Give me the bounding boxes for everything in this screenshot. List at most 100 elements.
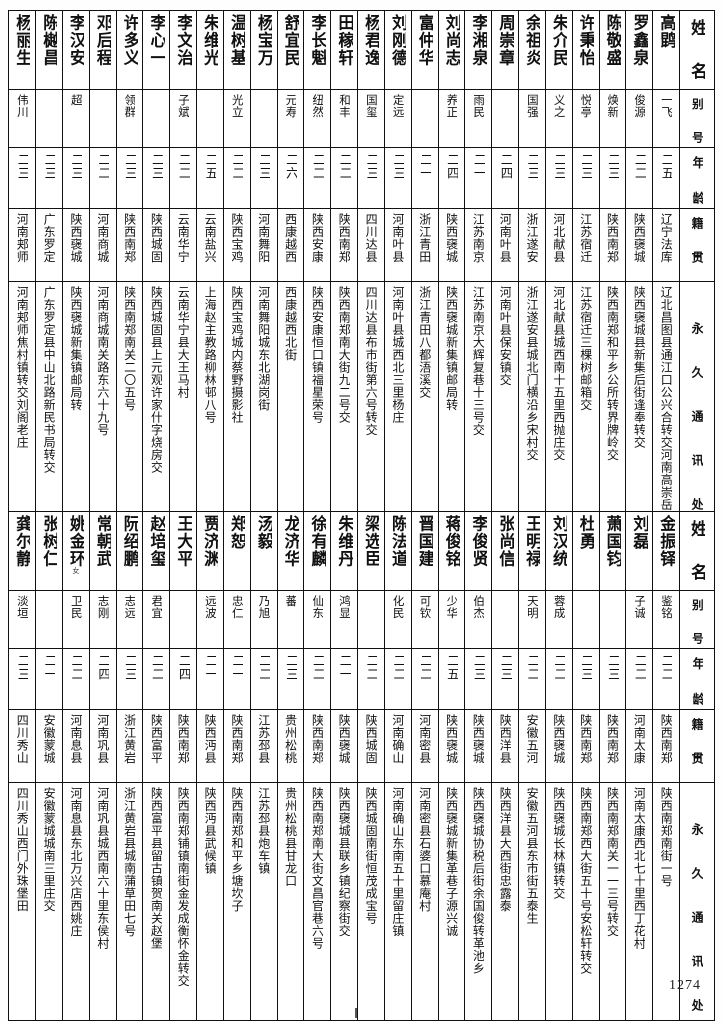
- cell-origin: 西康越西: [276, 208, 305, 282]
- cell-origin-text: 陕西南郑: [311, 714, 324, 764]
- cell-age: 二三: [491, 648, 520, 710]
- cell-origin: 河南叶县: [383, 208, 412, 282]
- cell-origin-text: 云南盐兴: [203, 213, 217, 263]
- cell-alias: [196, 89, 224, 148]
- cell-alias-text: 蕃: [284, 595, 297, 607]
- cell-address-text: 河南舞阳城东北湖岗街: [257, 286, 270, 411]
- cell-name: 晋国建: [410, 511, 439, 591]
- cell-name: 龙济华: [276, 511, 305, 591]
- cell-age-text: 二二: [149, 654, 163, 681]
- row-header-origin: 籍 贯: [679, 709, 715, 783]
- cell-alias: 一飞: [652, 89, 680, 148]
- cell-age-text: 二三: [606, 153, 619, 180]
- cell-name-text: 蒋俊铭: [443, 515, 460, 568]
- cell-age-text: 二三: [498, 654, 512, 681]
- cell-name: 龚尔静: [7, 511, 37, 591]
- cell-name-text: 姚金环: [67, 515, 85, 568]
- cell-age-text: 二三: [471, 654, 485, 681]
- row-header-name: 姓 名: [679, 511, 715, 591]
- cell-name-text: 许多义: [121, 14, 138, 67]
- cell-address: 河南郏师焦村镇转交刘阁老庄: [7, 281, 37, 520]
- cell-name-text: 刘尚志: [443, 14, 460, 67]
- cell-name-text: 张树仁: [40, 515, 58, 568]
- row-header-alias-label: 别 号: [691, 98, 703, 147]
- cell-alias-text: 领群: [123, 94, 136, 118]
- row-header-name: 姓 名: [679, 10, 715, 90]
- cell-origin: 陕西南郑: [115, 208, 144, 282]
- cell-age-text: 二六: [284, 153, 297, 180]
- cell-age: 二三: [571, 648, 600, 710]
- cell-name-text: 陈樾昌: [40, 14, 58, 67]
- cell-age-text: 二二: [310, 654, 324, 681]
- cell-alias: 光立: [222, 89, 251, 148]
- cell-alias: [35, 590, 63, 649]
- row-name: 姓 名 高鹍 罗鑫泉 陈敬盛 许秉怡 朱介民 余祖炎 周崇章 李湘泉 刘尚志 富仲华 刘刚德 杨君逸田…: [7, 10, 715, 90]
- cell-age: 二二: [544, 648, 573, 710]
- cell-origin: 四川秀山: [7, 709, 37, 783]
- cell-alias: 蓉成: [544, 590, 573, 649]
- cell-age: 二二: [625, 147, 654, 209]
- cell-name-text: 朱介民: [550, 14, 568, 67]
- cell-age: 二二: [169, 147, 198, 209]
- cell-age-text: 二二: [337, 153, 351, 180]
- cell-age-text: 二二: [257, 654, 271, 681]
- cell-name: 富仲华: [410, 10, 439, 90]
- cell-name: 李俊贤: [464, 511, 493, 591]
- cell-origin: 辽宁法库: [652, 208, 680, 282]
- cell-age: 二三: [518, 147, 546, 209]
- cell-origin-text: 江苏邳县: [257, 714, 270, 764]
- cell-age: 二一: [222, 648, 251, 710]
- cell-age-text: 二三: [391, 153, 405, 180]
- cell-address-text: 陕西南郑西大街五十号安松轩转交: [579, 787, 592, 975]
- cell-alias: 元寿: [276, 89, 305, 148]
- row-header-age-label: 年 龄: [690, 156, 704, 208]
- cell-alias-text: 卫民: [70, 595, 82, 619]
- cell-address: 江苏宿迁三棵树邮箱交: [571, 281, 600, 520]
- cell-address-text: 河南叶县保安镇交: [499, 286, 512, 386]
- cell-origin: 河南叶县: [491, 208, 520, 282]
- cell-address: 陕西襃城协税后街余国俊转革池乡: [464, 782, 493, 1021]
- cell-age: 二二: [61, 648, 90, 710]
- cell-age-text: 二二: [632, 153, 646, 180]
- cell-origin: 安徽五河: [518, 709, 546, 783]
- cell-origin: 陕西富平: [142, 709, 171, 783]
- cell-alias-text: 子斌: [177, 94, 190, 118]
- cell-age-text: 二五: [203, 153, 217, 180]
- cell-alias: 淡垣: [7, 590, 37, 649]
- row-age: 年 龄 二二 二二 二三 二三 二二 二二 二三 二三 二五 二二 二二 二二 二一 二二 二三 二二 二一 二一…: [7, 648, 715, 710]
- cell-name: 汤毅: [249, 511, 278, 591]
- cell-alias-text: 义之: [552, 94, 565, 118]
- cell-age-text: 二三: [579, 654, 592, 681]
- cell-name-text: 许秉怡: [577, 14, 595, 67]
- cell-address: 陕西襃城新集镇邮局转: [437, 281, 466, 520]
- cell-address: 陕西城固县上元观许家什字烧房交: [142, 281, 171, 520]
- cell-name: 郑恕: [222, 511, 251, 591]
- cell-alias: 卫民: [61, 590, 90, 649]
- cell-name: 王大平: [169, 511, 198, 591]
- cell-name-text: 李汉安: [67, 14, 85, 67]
- cell-age-text: 二二: [230, 153, 244, 180]
- cell-address: 陕西襃城长林镇转交: [544, 782, 573, 1021]
- cell-alias-text: 定远: [391, 94, 404, 118]
- cell-name-text: 阮绍鹏: [121, 515, 138, 568]
- cell-origin: 陕西沔县: [196, 709, 224, 783]
- cell-age-text: 二二: [310, 153, 324, 180]
- cell-origin-text: 陕西城固: [364, 714, 378, 764]
- cell-alias-text: 俊源: [633, 94, 646, 118]
- cell-alias-text: 焕新: [606, 94, 619, 118]
- cell-name-text: 刘磊: [630, 515, 648, 550]
- cell-address: 江苏邳县炮车镇: [249, 782, 278, 1021]
- cell-name: 朱介民: [544, 10, 573, 90]
- cell-alias: 仙东: [303, 590, 332, 649]
- cell-name-text: 舒宜民: [282, 14, 299, 67]
- cell-name-text: 汤毅: [255, 515, 273, 550]
- cell-name: 阮绍鹏: [115, 511, 144, 591]
- cell-origin: 陕西南郑: [571, 709, 600, 783]
- cell-address: 陕西安康恒口镇福星荣号: [303, 281, 332, 520]
- cell-alias-text: 悦亭: [579, 94, 592, 118]
- cell-age-text: 二三: [257, 153, 271, 180]
- cell-name-text: 富仲华: [416, 14, 434, 67]
- cell-name-text: 邓后程: [94, 14, 112, 67]
- cell-name-text: 王明禄: [523, 515, 541, 568]
